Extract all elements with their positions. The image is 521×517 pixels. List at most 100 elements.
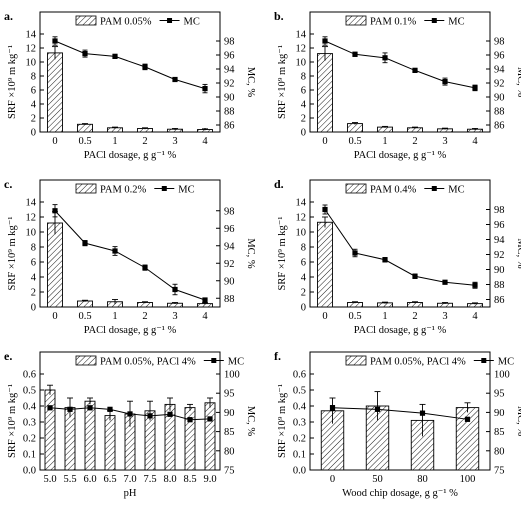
x-axis-tick-label: 9.0 (203, 474, 216, 485)
x-axis-title: PACl dosage, g g⁻¹ % (354, 150, 447, 161)
mc-point (172, 76, 178, 83)
right-axis-tick-label: 100 (224, 370, 240, 381)
bar (317, 53, 333, 133)
left-axis-tick-label: 6 (301, 86, 306, 97)
left-axis-tick-label: 14 (26, 30, 37, 41)
left-axis-tick-label: 0.1 (293, 450, 306, 461)
right-axis-tick-label: 94 (224, 65, 235, 76)
x-axis-tick-label: 6.0 (83, 474, 96, 485)
right-axis-tick-label: 88 (224, 107, 235, 118)
legend-line-label: MC (448, 17, 464, 28)
mc-point (374, 406, 381, 412)
x-axis-tick-label: 8.5 (183, 474, 196, 485)
legend-line-marker (431, 18, 437, 23)
right-axis-tick-label: 85 (494, 427, 505, 438)
left-axis-tick-label: 12 (26, 44, 37, 55)
bar (104, 415, 116, 471)
right-axis-tick-label: 88 (224, 294, 235, 305)
panel-label: c. (4, 177, 12, 191)
left-axis-tick-label: 0.3 (23, 418, 36, 429)
x-axis-title: PACl dosage, g g⁻¹ % (84, 325, 177, 336)
y2-axis-title: MC, % (515, 67, 521, 98)
panel-f: 0.0 0.1 0.2 0.3 0.4 0.5 0.6 75 80 85 90 95 100 0 50 80 1… (274, 349, 521, 499)
legend-bar-swatch (345, 183, 367, 194)
left-axis-tick-label: 12 (26, 213, 37, 224)
left-axis-tick-label: 12 (296, 44, 307, 55)
right-axis-tick-label: 90 (224, 276, 235, 287)
mc-point (112, 248, 118, 254)
left-axis-tick-label: 12 (296, 213, 307, 224)
plot-frame (309, 351, 491, 471)
mc-point (52, 208, 58, 214)
left-axis-tick-label: 10 (296, 228, 307, 239)
x-axis-tick-label: 3 (442, 311, 447, 322)
left-axis-tick-label: 0.0 (23, 466, 36, 477)
left-axis-tick-label: 0 (301, 128, 306, 139)
bar (84, 400, 96, 471)
left-axis-tick-label: 0.6 (293, 370, 306, 381)
left-axis-tick-label: 0.5 (293, 386, 306, 397)
left-axis-tick-label: 4 (301, 273, 307, 284)
x-axis-tick-label: 8.0 (163, 474, 176, 485)
legend-bar-swatch (75, 15, 97, 26)
mc-point (419, 410, 426, 416)
legend-line-label: MC (184, 17, 200, 28)
mc-point (142, 64, 148, 70)
x-axis-tick-label: 1 (112, 311, 117, 322)
left-axis-tick-label: 0.4 (23, 402, 37, 413)
x-axis-tick-label: 4 (202, 311, 208, 322)
x-axis-tick-label: 2 (412, 136, 417, 147)
left-axis-tick-label: 6 (301, 258, 306, 269)
y-axis-title: SRF ×10⁹ m kg⁻¹ (7, 384, 18, 458)
panel-label: a. (4, 9, 13, 23)
x-axis-tick-label: 0 (52, 311, 57, 322)
legend-bar-swatch (345, 355, 367, 366)
legend-bar-swatch (345, 15, 367, 26)
legend-bar-label: PAM 0.4% (370, 185, 417, 196)
mc-point (412, 273, 418, 279)
x-axis-tick-label: 6.5 (103, 474, 116, 485)
mc-point (147, 413, 153, 419)
panel-label: b. (274, 9, 284, 23)
y2-axis-title: MC, % (515, 238, 521, 269)
y2-axis-title: MC, % (245, 238, 256, 269)
left-axis-tick-label: 0.4 (293, 402, 307, 413)
right-axis-tick-label: 92 (224, 79, 235, 90)
x-axis-tick-label: 1 (382, 311, 387, 322)
legend-line-label: MC (448, 185, 464, 196)
x-axis-tick-label: 2 (142, 136, 147, 147)
right-axis-tick-label: 90 (494, 265, 505, 276)
legend-bar-label: PAM 0.05% (100, 17, 152, 28)
x-axis-tick-label: 2 (142, 311, 147, 322)
left-axis-tick-label: 0.5 (23, 386, 36, 397)
panel-label: e. (4, 349, 12, 363)
mc-point (82, 240, 88, 246)
left-axis-tick-label: 8 (301, 72, 306, 83)
mc-point (187, 417, 193, 423)
right-axis-tick-label: 90 (224, 408, 235, 419)
x-axis-title: pH (124, 488, 137, 499)
panel-e: 0.0 0.1 0.2 0.3 0.4 0.5 0.6 75 80 85 90 95 100 5.0 5.5… (4, 349, 256, 499)
left-axis-tick-label: 0.0 (293, 466, 306, 477)
legend-bar-swatch (75, 183, 97, 194)
right-axis-tick-label: 94 (494, 235, 505, 246)
bar (347, 123, 363, 133)
mc-point (442, 79, 448, 85)
bar (44, 389, 56, 471)
right-axis-tick-label: 80 (224, 446, 235, 457)
left-axis-tick-label: 10 (26, 58, 37, 69)
mc-point (127, 411, 133, 417)
bar (184, 407, 196, 471)
legend-line-marker (481, 358, 487, 363)
legend-bar-label: PAM 0.1% (370, 17, 417, 28)
left-axis-tick-label: 0.6 (23, 370, 36, 381)
mc-point (352, 250, 358, 256)
left-axis-tick-label: 0 (31, 128, 36, 139)
right-axis-tick-label: 90 (494, 408, 505, 419)
x-axis-tick-label: 3 (172, 311, 177, 322)
mc-point (202, 86, 208, 92)
x-axis-tick-label: 0 (322, 136, 327, 147)
